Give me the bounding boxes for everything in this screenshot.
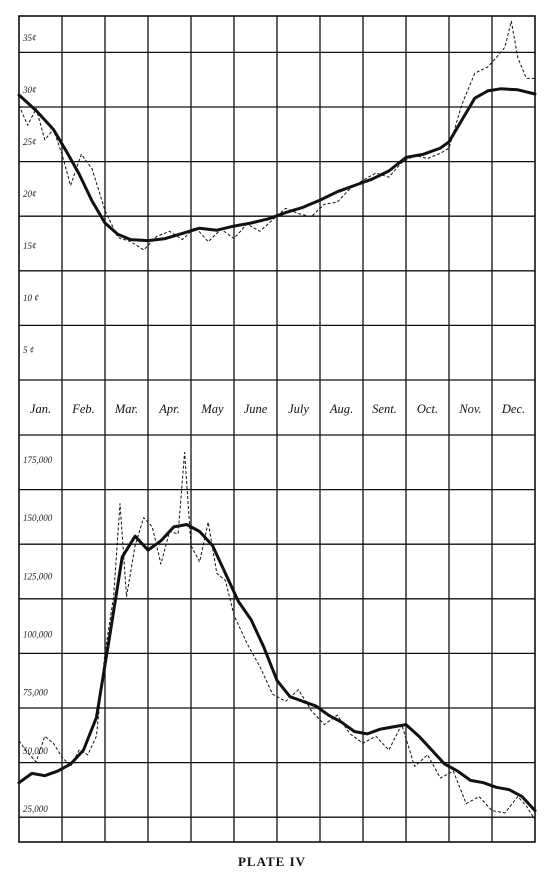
price-chart: 35¢ 30¢ 25¢ 20¢ 15¢ 10 ¢ 5 ¢ bbox=[17, 20, 537, 355]
quantity-dashed-series bbox=[18, 451, 536, 821]
y-tick-label: 25¢ bbox=[23, 137, 37, 147]
y-tick-label: 175,000 bbox=[23, 455, 53, 465]
month-labels-row: Jan. Feb. Mar. Apr. May June July Aug. Sent. Oct.… bbox=[30, 402, 525, 416]
month-label: Apr. bbox=[158, 402, 180, 416]
month-label: Jan. bbox=[30, 402, 51, 416]
y-tick-label: 75,000 bbox=[23, 688, 48, 698]
y-tick-label: 5 ¢ bbox=[23, 345, 35, 355]
y-tick-label: 15¢ bbox=[23, 241, 37, 251]
y-tick-label: 35¢ bbox=[22, 33, 37, 43]
price-smooth-series bbox=[17, 87, 537, 243]
month-label: Dec. bbox=[501, 402, 525, 416]
y-tick-label: 25,000 bbox=[23, 804, 48, 814]
y-tick-label: 10 ¢ bbox=[23, 293, 39, 303]
month-label: Oct. bbox=[417, 402, 438, 416]
plate-frame bbox=[18, 15, 536, 843]
y-tick-label: 150,000 bbox=[23, 513, 53, 523]
month-label: Mar. bbox=[114, 402, 138, 416]
quantity-chart: 175,000 150,000 125,000 100,000 75,000 50,000… bbox=[17, 451, 537, 821]
quantity-y-axis-labels: 175,000 150,000 125,000 100,000 75,000 50,000… bbox=[23, 455, 53, 814]
quantity-smooth-series bbox=[17, 523, 537, 813]
plate-caption: PLATE IV bbox=[238, 854, 306, 869]
month-label: Sent. bbox=[372, 402, 397, 416]
y-tick-label: 30¢ bbox=[22, 85, 37, 95]
month-label: Nov. bbox=[458, 402, 481, 416]
month-label: Aug. bbox=[329, 402, 353, 416]
month-label: Feb. bbox=[71, 402, 95, 416]
y-tick-label: 20¢ bbox=[23, 189, 37, 199]
y-tick-label: 100,000 bbox=[23, 630, 53, 640]
month-label: July bbox=[288, 402, 309, 416]
y-tick-label: 50,000 bbox=[23, 746, 48, 756]
month-label: June bbox=[244, 402, 268, 416]
price-y-axis-labels: 35¢ 30¢ 25¢ 20¢ 15¢ 10 ¢ 5 ¢ bbox=[22, 33, 39, 355]
y-tick-label: 125,000 bbox=[23, 571, 53, 581]
month-label: May bbox=[200, 402, 224, 416]
